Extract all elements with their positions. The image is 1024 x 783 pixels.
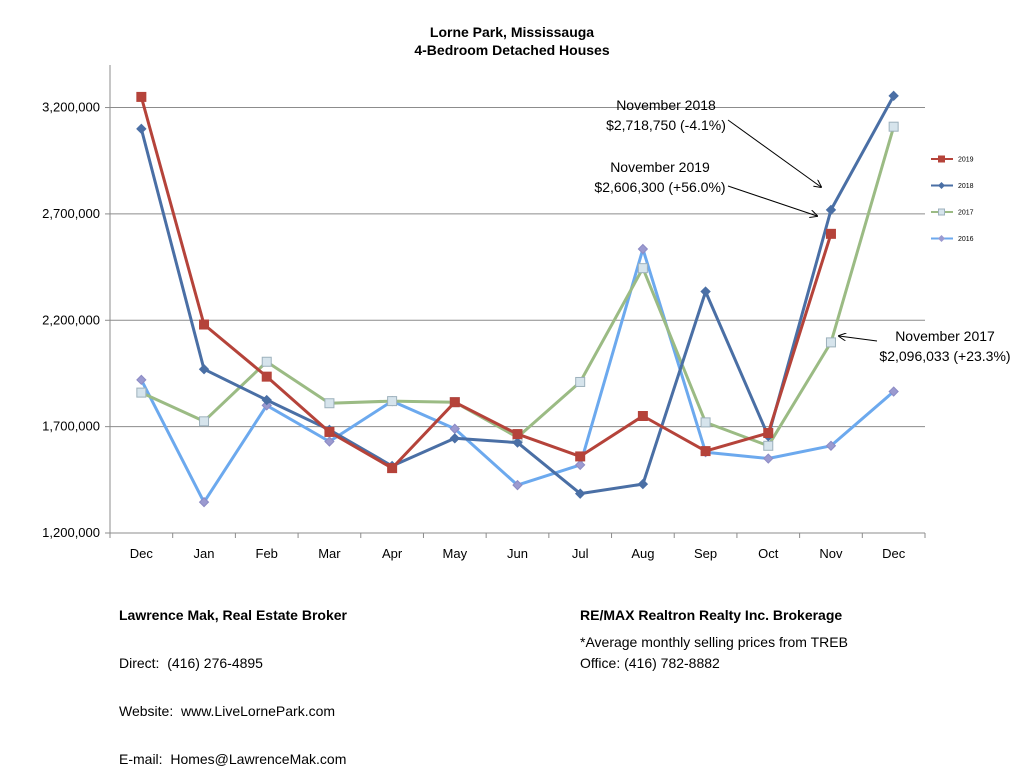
x-tick-label: Oct	[758, 546, 779, 561]
annotation-nov-2018-line1: November 2018	[616, 97, 716, 113]
data-point-2016	[198, 496, 210, 508]
annotation-arrow-nov-2017	[839, 336, 878, 342]
data-point-2019	[136, 91, 147, 102]
data-point-2017	[637, 263, 648, 274]
data-point-2018	[449, 433, 461, 444]
data-point-2016	[825, 440, 837, 451]
broker-direct-phone: Direct: (416) 276-4895	[119, 655, 263, 671]
data-point-2019	[637, 411, 648, 421]
broker-contact: Lawrence Mak, Real Estate Broker Direct:…	[119, 575, 347, 783]
data-point-2019	[763, 428, 774, 439]
data-point-2019	[449, 397, 460, 408]
chart-title: Lorne Park, Mississauga	[430, 24, 594, 40]
data-point-2017	[575, 376, 586, 387]
y-tick-label: 2,700,000	[42, 206, 100, 221]
data-point-2017	[763, 440, 774, 451]
data-point-2018	[198, 363, 210, 375]
data-point-2018	[637, 478, 649, 490]
legend-label-2017: 2017	[958, 210, 974, 217]
legend-label-2018: 2018	[958, 183, 974, 190]
data-point-2017	[387, 396, 398, 407]
brokerage-office-phone: Office: (416) 782-8882	[580, 655, 720, 671]
x-tick-label: Sep	[694, 546, 717, 561]
legend: 2019 2018 2017 2016	[931, 155, 974, 243]
annotation-arrow-nov-2018	[727, 119, 821, 187]
legend-marker-2016	[938, 235, 945, 242]
data-point-2018	[136, 123, 147, 135]
legend-marker-2017	[938, 208, 945, 216]
data-point-2017	[261, 356, 272, 367]
annotation-nov-2017-line2: $2,096,033 (+23.3%)	[879, 348, 1010, 364]
broker-email: E-mail: Homes@LawrenceMak.com	[119, 751, 347, 767]
annotation-nov-2019-line1: November 2019	[610, 159, 710, 175]
data-point-2018	[700, 286, 711, 297]
x-tick-label: Dec	[882, 546, 906, 561]
data-point-2019	[387, 463, 398, 474]
x-tick-label: Aug	[631, 546, 654, 561]
data-point-2016	[136, 374, 147, 386]
data-point-2016	[261, 400, 272, 411]
brokerage-contact: RE/MAX Realtron Realty Inc. Brokerage Of…	[580, 575, 842, 687]
data-point-2019	[199, 319, 210, 330]
legend-label-2019: 2019	[958, 157, 974, 164]
data-point-2016	[324, 436, 335, 447]
annotation-nov-2017-line1: November 2017	[895, 328, 995, 344]
x-tick-label: Mar	[318, 546, 341, 561]
x-tick-label: Apr	[382, 546, 403, 561]
x-tick-label: Dec	[130, 546, 154, 561]
legend-label-2016: 2016	[958, 236, 974, 243]
x-tick-label: Feb	[256, 546, 278, 561]
data-point-2019	[512, 429, 523, 440]
annotation-arrow-nov-2019	[727, 185, 817, 216]
data-point-2018	[512, 437, 523, 448]
series-lines	[136, 90, 899, 508]
line-chart: Lorne Park, Mississauga 4-Bedroom Detach…	[42, 24, 1010, 561]
data-point-2018	[261, 394, 272, 406]
x-tick-label: May	[443, 546, 468, 561]
data-point-2016	[574, 459, 586, 471]
data-point-2019	[261, 371, 272, 382]
data-point-2017	[825, 337, 836, 348]
y-tick-label: 2,200,000	[42, 312, 100, 327]
broker-name: Lawrence Mak, Real Estate Broker	[119, 607, 347, 623]
data-point-2019	[700, 446, 711, 457]
grid-lines	[110, 107, 925, 428]
annotations: November 2018 $2,718,750 (-4.1%) Novembe…	[594, 97, 1010, 364]
y-tick-label: 3,200,000	[42, 100, 100, 115]
data-point-2018	[574, 488, 586, 499]
data-point-2016	[888, 386, 899, 397]
source-note: *Average monthly selling prices from TRE…	[580, 634, 848, 650]
axes: 1,200,000 1,700,000 2,200,000 2,700,000 3,20…	[42, 65, 926, 561]
data-point-2017	[136, 387, 147, 398]
data-point-2019	[324, 426, 335, 437]
data-point-2016	[512, 479, 523, 491]
legend-marker-2018	[938, 182, 945, 189]
data-point-2016	[637, 243, 649, 255]
brokerage-name: RE/MAX Realtron Realty Inc. Brokerage	[580, 607, 843, 623]
x-tick-label: Nov	[819, 546, 843, 561]
data-point-2019	[575, 451, 586, 462]
data-point-2017	[324, 398, 335, 409]
y-tick-label: 1,700,000	[42, 419, 100, 434]
data-point-2019	[825, 228, 836, 239]
chart-subtitle: 4-Bedroom Detached Houses	[414, 42, 609, 58]
data-point-2018	[825, 204, 837, 216]
broker-website: Website: www.LiveLornePark.com	[119, 703, 336, 719]
data-point-2017	[199, 416, 210, 427]
data-point-2016	[763, 453, 774, 464]
data-point-2018	[888, 90, 899, 102]
y-tick-label: 1,200,000	[42, 525, 100, 540]
x-tick-label: Jun	[507, 546, 528, 561]
legend-marker-2019	[938, 155, 945, 163]
data-point-2017	[700, 417, 711, 428]
annotation-nov-2019-line2: $2,606,300 (+56.0%)	[594, 179, 725, 195]
x-tick-label: Jan	[194, 546, 215, 561]
x-tick-label: Jul	[572, 546, 589, 561]
annotation-nov-2018-line2: $2,718,750 (-4.1%)	[606, 117, 726, 133]
data-point-2017	[888, 121, 899, 132]
series-line-2019	[139, 96, 833, 470]
